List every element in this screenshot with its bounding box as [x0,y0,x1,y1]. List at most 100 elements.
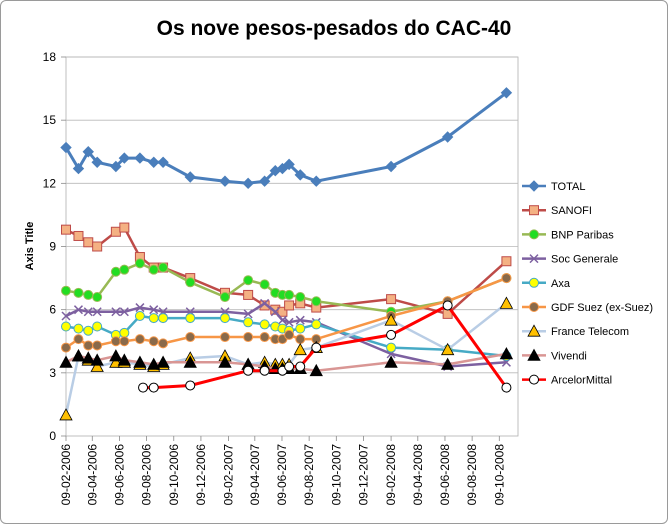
data-point [148,156,160,168]
data-point [218,355,232,368]
legend: TOTAL SANOFI BNP Paribas Soc Generale Axa GDF… [522,180,653,387]
data-point [295,361,306,372]
data-point [90,353,104,366]
data-point [309,363,323,377]
data-point [277,306,288,317]
data-point [243,275,254,286]
data-point [243,317,254,328]
data-point [219,332,230,343]
data-point [270,307,280,317]
legend-marker [529,277,539,288]
legend-label: Soc Generale [551,254,618,266]
data-point [260,298,270,308]
series-arcelormittal [138,300,512,393]
data-point [118,152,131,164]
x-tick-label: 09-12-2006 [194,444,208,506]
data-point [385,160,397,173]
data-point [73,334,84,345]
data-point [119,264,130,275]
data-point [295,334,306,345]
data-point [61,342,71,353]
data-point [81,351,95,364]
legend-entry: Vivendi [522,348,587,362]
data-point [501,273,512,284]
legend-label: BNP Paribas [551,229,614,241]
legend-marker [527,324,541,337]
data-point [73,305,83,315]
x-tick-label: 09-10-2006 [167,444,181,506]
data-point [148,264,159,275]
legend-entry: SANOFI [522,205,592,217]
x-tick-label: 09-04-2006 [85,444,99,506]
data-point [284,329,295,340]
data-point [83,289,94,300]
data-point [92,307,102,317]
data-point [258,175,271,187]
data-point [295,323,306,334]
data-point [311,296,322,307]
data-point [243,309,253,319]
x-tick-label: 09-10-2008 [492,444,506,506]
data-point [73,230,84,241]
data-point [185,277,196,288]
data-point [283,158,295,171]
data-point [61,224,71,235]
data-point [259,319,270,330]
data-point [73,287,84,298]
legend-marker [529,374,539,385]
x-tick-label: 09-04-2007 [248,444,262,506]
x-tick-label: 09-10-2007 [329,444,343,506]
data-point [500,87,513,99]
data-point [277,315,287,325]
data-point [83,307,93,317]
data-point [295,315,305,325]
data-point [295,292,306,303]
data-point [219,175,231,187]
data-point [61,285,71,296]
legend-entry: France Telecom [522,324,629,338]
data-point [134,334,145,345]
data-point [440,342,455,356]
legend-marker [529,254,539,264]
x-tick-label: 09-12-2007 [356,444,370,506]
data-point [384,355,398,368]
legend-label: ArcelorMittal [551,375,612,387]
data-point [119,336,130,347]
data-point [135,303,145,313]
data-point [243,365,254,376]
data-point [386,329,397,340]
legend-marker [529,229,539,240]
legend-label: France Telecom [551,326,629,338]
legend-entry: Axa [522,277,571,290]
data-point [440,357,455,370]
data-point [60,141,72,154]
data-point [499,296,514,309]
data-point [90,359,104,372]
data-point [92,292,103,303]
data-point [259,332,270,343]
data-point [110,160,122,173]
x-axis-ticks: 09-02-2006 09-04-2006 09-06-2006 09-08-2006… [59,436,506,505]
data-point [148,336,159,347]
data-point [61,321,71,332]
data-point [134,258,145,269]
legend-entry: ArcelorMittal [522,374,612,387]
series-bnp-paribas [61,258,512,317]
legend-entry: Soc Generale [522,254,618,266]
data-point [109,349,123,362]
data-point [185,313,196,324]
data-point [72,162,85,175]
legend-marker [527,348,541,361]
data-point [384,313,398,326]
x-tick-label: 09-02-2006 [59,444,73,506]
series-gdf-suez-ex-suez [61,273,512,353]
data-point [110,226,121,237]
x-tick-label: 09-08-2006 [140,444,154,506]
y-tick-label: 12 [43,176,57,190]
y-tick-label: 6 [49,303,56,317]
data-point [119,222,130,233]
series-total [60,87,513,190]
data-point [311,319,322,330]
data-point [61,311,71,321]
